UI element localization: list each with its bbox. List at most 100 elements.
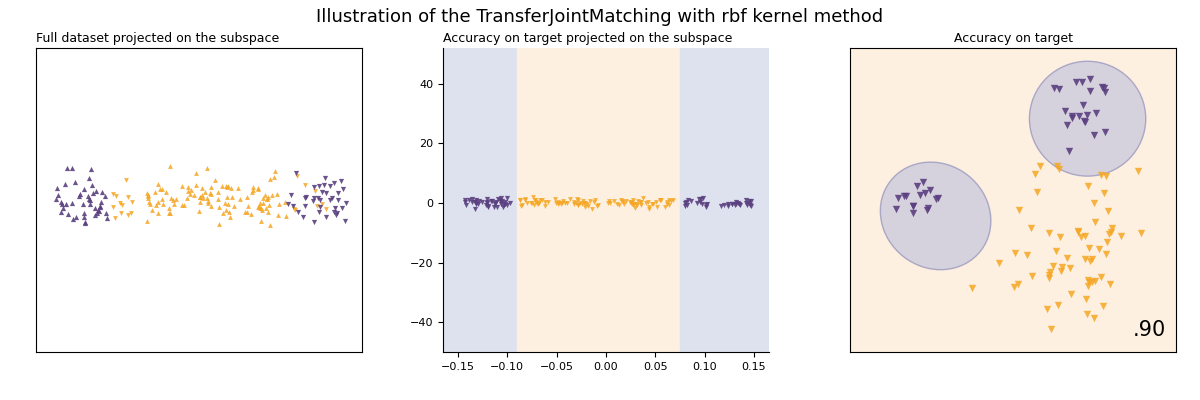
Point bbox=[634, 195, 653, 202]
Point bbox=[990, 260, 1009, 266]
Point bbox=[293, 214, 312, 220]
Point bbox=[605, 198, 624, 204]
Point bbox=[278, 201, 298, 207]
Point bbox=[552, 200, 571, 206]
Point bbox=[529, 200, 548, 206]
Point bbox=[335, 218, 354, 224]
Point bbox=[228, 184, 247, 191]
Point bbox=[1051, 234, 1070, 240]
Point bbox=[76, 219, 95, 225]
Point bbox=[269, 201, 288, 208]
Point bbox=[83, 190, 102, 196]
Point bbox=[1021, 225, 1040, 231]
Point bbox=[179, 184, 198, 190]
Point bbox=[138, 193, 157, 200]
Point bbox=[244, 184, 263, 190]
Point bbox=[1075, 256, 1094, 262]
Point bbox=[918, 207, 937, 213]
Point bbox=[528, 200, 547, 207]
Point bbox=[53, 201, 72, 207]
Point bbox=[210, 203, 229, 210]
Point bbox=[566, 200, 586, 206]
Point bbox=[175, 202, 194, 208]
Point bbox=[726, 199, 745, 205]
Point bbox=[1056, 108, 1075, 114]
Point bbox=[524, 201, 544, 208]
Point bbox=[328, 197, 347, 204]
Point bbox=[478, 199, 497, 205]
Point bbox=[479, 202, 498, 209]
Point bbox=[1058, 122, 1078, 129]
Point bbox=[1102, 225, 1121, 232]
Point bbox=[622, 199, 641, 205]
Point bbox=[658, 199, 677, 205]
Point bbox=[581, 198, 600, 204]
Point bbox=[332, 205, 352, 212]
Point bbox=[577, 200, 596, 207]
Point bbox=[138, 195, 157, 201]
Point bbox=[481, 198, 500, 204]
Point bbox=[1060, 264, 1079, 271]
Point bbox=[1073, 102, 1092, 108]
Point bbox=[173, 202, 192, 208]
Text: Illustration of the TransferJointMatching with rbf kernel method: Illustration of the TransferJointMatchin… bbox=[317, 8, 883, 26]
Point bbox=[1069, 112, 1088, 119]
Point bbox=[64, 216, 83, 222]
Point bbox=[1132, 230, 1151, 236]
Point bbox=[737, 200, 756, 207]
Point bbox=[476, 202, 496, 208]
Point bbox=[628, 202, 647, 208]
Point bbox=[1090, 246, 1109, 252]
Point bbox=[510, 197, 529, 204]
Bar bbox=[443, 48, 517, 352]
Point bbox=[248, 185, 268, 191]
Point bbox=[307, 203, 326, 209]
Point bbox=[116, 176, 136, 183]
Point bbox=[494, 202, 514, 208]
Point bbox=[570, 200, 589, 206]
Point bbox=[85, 205, 104, 211]
Point bbox=[49, 192, 68, 198]
Point bbox=[1068, 228, 1087, 235]
Point bbox=[1039, 272, 1058, 279]
Point bbox=[1080, 279, 1099, 285]
Point bbox=[1062, 115, 1081, 121]
Point bbox=[488, 196, 508, 202]
Point bbox=[220, 209, 239, 216]
Point bbox=[517, 200, 536, 206]
Text: Accuracy on target projected on the subspace: Accuracy on target projected on the subs… bbox=[443, 32, 732, 46]
Point bbox=[106, 215, 125, 222]
Point bbox=[907, 183, 926, 189]
Point bbox=[1072, 234, 1091, 240]
Point bbox=[154, 201, 173, 208]
Point bbox=[920, 187, 940, 194]
Point bbox=[498, 195, 517, 201]
Point bbox=[288, 209, 307, 216]
Point bbox=[548, 199, 568, 205]
Point bbox=[1067, 79, 1086, 86]
Point bbox=[305, 195, 324, 202]
Point bbox=[149, 199, 168, 206]
Point bbox=[888, 195, 907, 202]
Point bbox=[74, 186, 94, 192]
Point bbox=[156, 189, 175, 196]
Point bbox=[214, 210, 233, 216]
Point bbox=[916, 189, 935, 196]
Point bbox=[110, 199, 130, 206]
Point bbox=[714, 202, 733, 208]
Point bbox=[197, 165, 216, 171]
Point bbox=[913, 178, 932, 185]
Point bbox=[467, 200, 486, 206]
Point bbox=[485, 203, 504, 210]
Point bbox=[612, 198, 631, 204]
Point bbox=[564, 201, 583, 207]
Point bbox=[622, 200, 641, 206]
Point bbox=[103, 204, 122, 210]
Point bbox=[492, 198, 511, 205]
Point bbox=[1051, 267, 1070, 274]
Point bbox=[310, 204, 329, 210]
Point bbox=[637, 200, 656, 206]
Point bbox=[178, 188, 197, 194]
Point bbox=[492, 199, 511, 205]
Point bbox=[678, 202, 697, 208]
